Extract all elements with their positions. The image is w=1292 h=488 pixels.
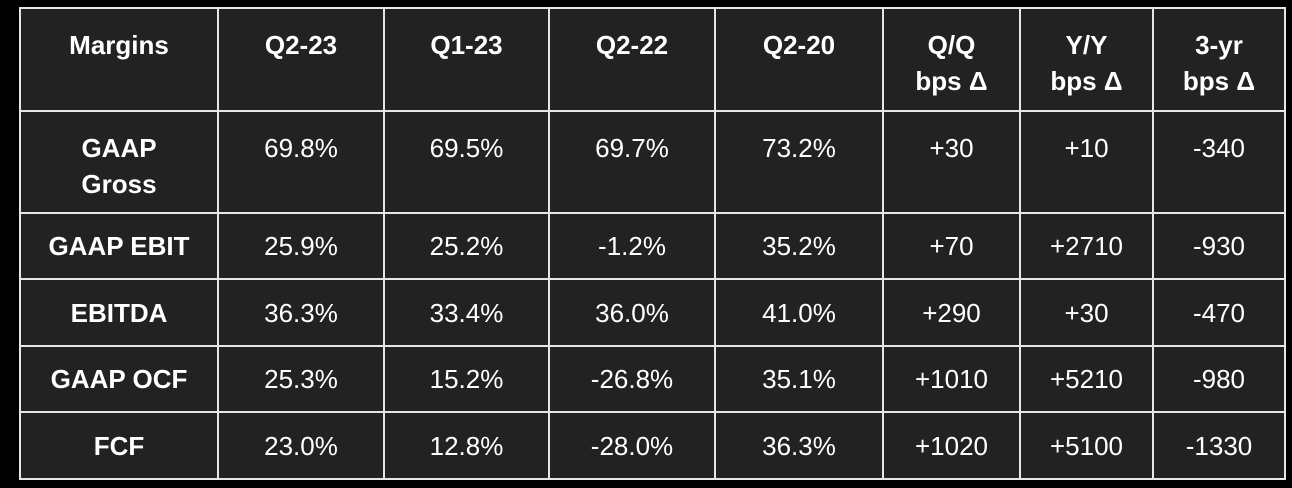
- table-row: GAAP Gross 69.8% 69.5% 69.7% 73.2% +30 +10 -340: [19, 110, 1286, 214]
- table-cell: 35.2%: [714, 212, 884, 280]
- header-cell: Q1-23: [383, 7, 550, 112]
- table-cell: +30: [1019, 278, 1154, 347]
- header-cell: Q2-20: [714, 7, 884, 112]
- row-label: EBITDA: [19, 278, 219, 347]
- table-cell: -340: [1152, 110, 1286, 214]
- table-cell: -930: [1152, 212, 1286, 280]
- table-cell: 33.4%: [383, 278, 550, 347]
- header-row: Margins Q2-23 Q1-23 Q2-22 Q2-20 Q/Q bps Δ Y/Y …: [19, 7, 1286, 112]
- table-row: GAAP EBIT 25.9% 25.2% -1.2% 35.2% +70 +2710 -93…: [19, 212, 1286, 280]
- table-cell: 69.5%: [383, 110, 550, 214]
- table-cell: +70: [882, 212, 1021, 280]
- table-cell: 36.3%: [714, 411, 884, 480]
- table-cell: 25.3%: [217, 345, 385, 413]
- header-cell: Q/Q bps Δ: [882, 7, 1021, 112]
- table-cell: 25.9%: [217, 212, 385, 280]
- table-row: FCF 23.0% 12.8% -28.0% 36.3% +1020 +5100 -1330: [19, 411, 1286, 480]
- row-label: GAAP OCF: [19, 345, 219, 413]
- table-body: GAAP Gross 69.8% 69.5% 69.7% 73.2% +30 +10 -340…: [19, 110, 1286, 480]
- table-cell: 15.2%: [383, 345, 550, 413]
- table-cell: -28.0%: [548, 411, 716, 480]
- table-cell: 25.2%: [383, 212, 550, 280]
- table-cell: 12.8%: [383, 411, 550, 480]
- table-cell: +2710: [1019, 212, 1154, 280]
- table-row: EBITDA 36.3% 33.4% 36.0% 41.0% +290 +30 -470: [19, 278, 1286, 347]
- row-label: GAAP EBIT: [19, 212, 219, 280]
- table-cell: -1.2%: [548, 212, 716, 280]
- table-cell: +5100: [1019, 411, 1154, 480]
- table-cell: 23.0%: [217, 411, 385, 480]
- table-cell: +1010: [882, 345, 1021, 413]
- margins-table: Margins Q2-23 Q1-23 Q2-22 Q2-20 Q/Q bps Δ Y/Y …: [19, 7, 1286, 480]
- table-cell: 41.0%: [714, 278, 884, 347]
- row-label: FCF: [19, 411, 219, 480]
- table-cell: 69.7%: [548, 110, 716, 214]
- table-cell: 36.0%: [548, 278, 716, 347]
- table-cell: 73.2%: [714, 110, 884, 214]
- table-cell: +1020: [882, 411, 1021, 480]
- table-cell: -26.8%: [548, 345, 716, 413]
- table-cell: 69.8%: [217, 110, 385, 214]
- table-cell: +290: [882, 278, 1021, 347]
- header-cell: Y/Y bps Δ: [1019, 7, 1154, 112]
- table-cell: +30: [882, 110, 1021, 214]
- table-cell: -470: [1152, 278, 1286, 347]
- header-cell: Q2-23: [217, 7, 385, 112]
- table-cell: -1330: [1152, 411, 1286, 480]
- table-cell: 36.3%: [217, 278, 385, 347]
- header-cell: 3-yr bps Δ: [1152, 7, 1286, 112]
- table-cell: +5210: [1019, 345, 1154, 413]
- table-cell: 35.1%: [714, 345, 884, 413]
- table-row: GAAP OCF 25.3% 15.2% -26.8% 35.1% +1010 +5210-…: [19, 345, 1286, 413]
- header-cell: Margins: [19, 7, 219, 112]
- table-cell: +10: [1019, 110, 1154, 214]
- row-label: GAAP Gross: [19, 110, 219, 214]
- header-cell: Q2-22: [548, 7, 716, 112]
- table-cell: -980: [1152, 345, 1286, 413]
